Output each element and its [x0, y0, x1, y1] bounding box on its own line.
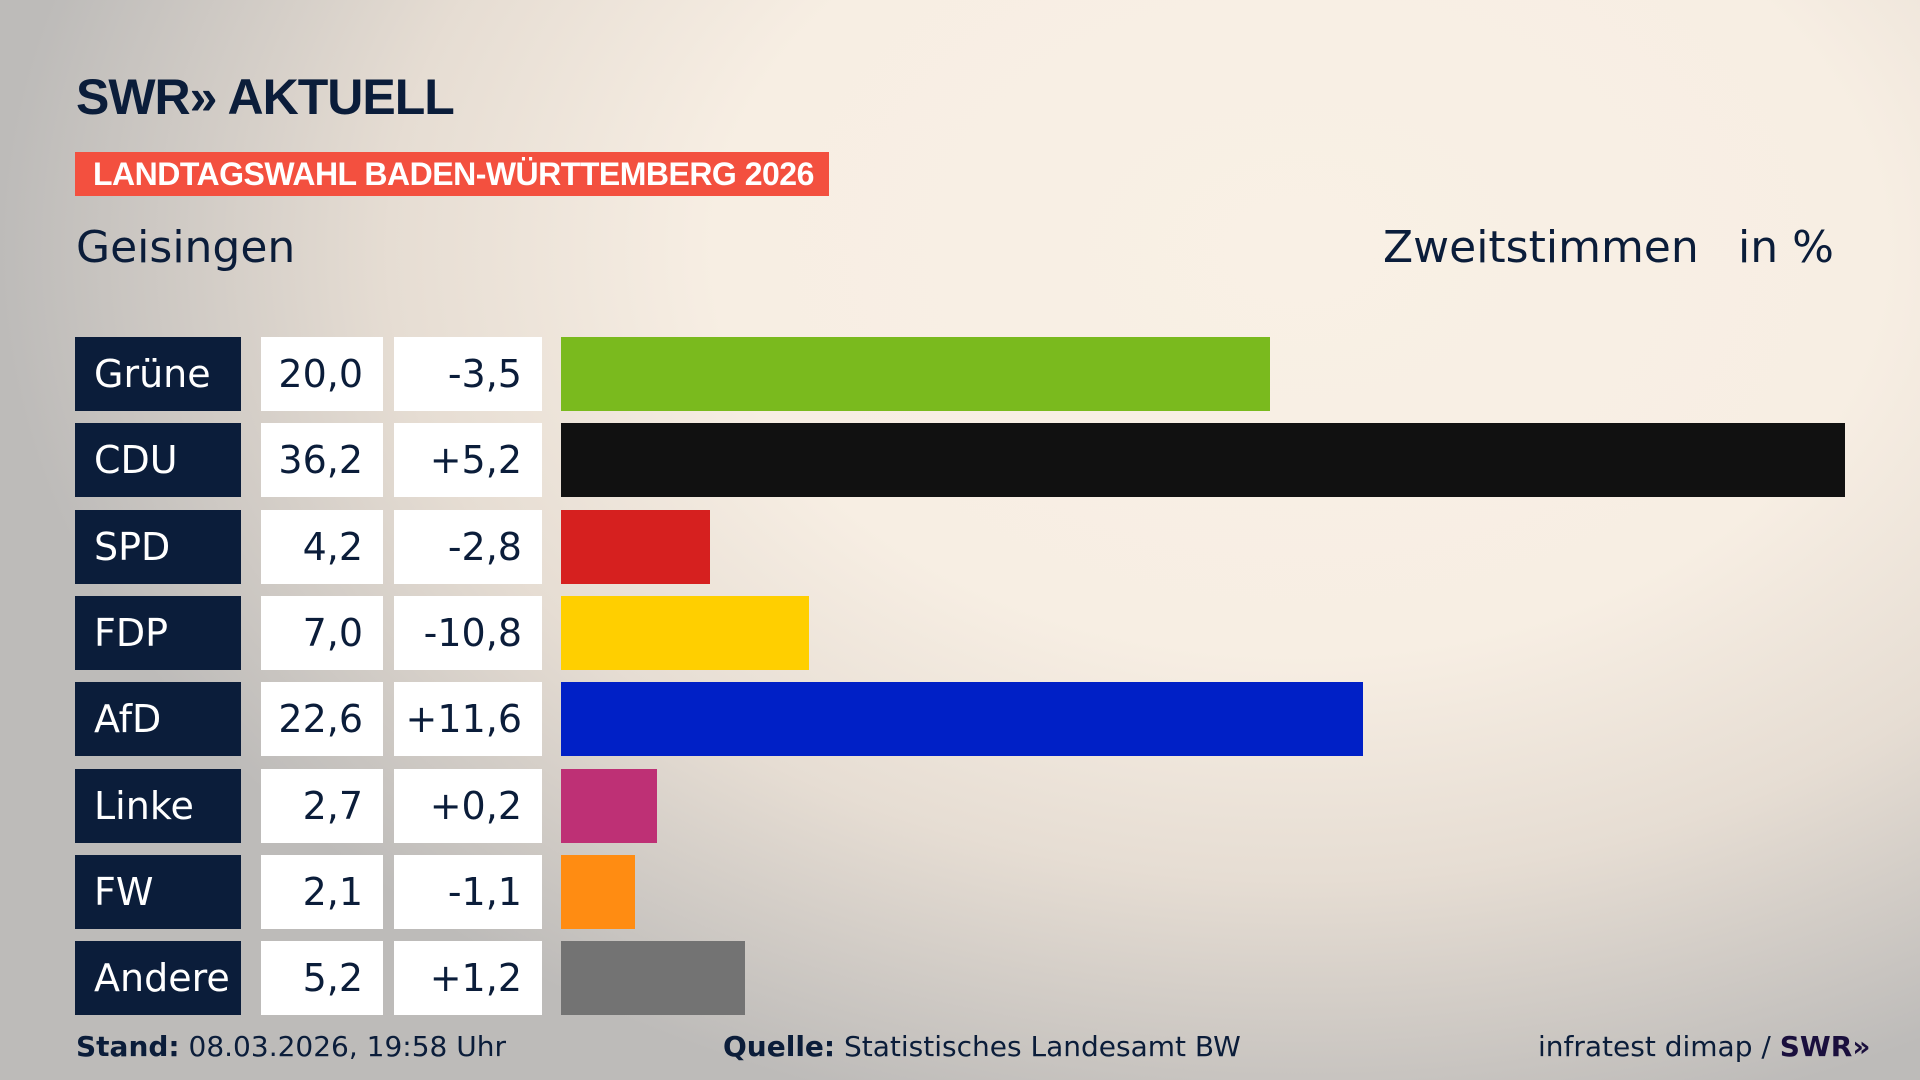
vote-share-label: 20,0 [261, 337, 383, 411]
timestamp: Stand: 08.03.2026, 19:58 Uhr [76, 1030, 506, 1063]
party-label: Grüne [75, 337, 241, 411]
change-label: +11,6 [394, 682, 542, 757]
metric-label: Zweitstimmen [1383, 222, 1699, 273]
party-bar [561, 682, 1363, 757]
vote-share-label: 22,6 [261, 682, 383, 757]
change-label: +5,2 [394, 423, 542, 498]
party-label: CDU [75, 423, 241, 498]
source-value: Statistisches Landesamt BW [844, 1030, 1241, 1063]
party-label: AfD [75, 682, 241, 757]
party-label: FW [75, 854, 241, 929]
election-banner: LANDTAGSWAHL BADEN-WÜRTTEMBERG 2026 [75, 152, 829, 196]
change-label: +0,2 [394, 768, 542, 843]
source-label: Quelle: [723, 1030, 836, 1063]
party-bar [561, 423, 1845, 498]
party-label: FDP [75, 595, 241, 670]
party-bar [561, 337, 1271, 411]
credit-text: infratest dimap / [1538, 1030, 1780, 1063]
party-label: Andere [75, 941, 241, 1016]
change-label: +1,2 [394, 941, 542, 1016]
unit-label: in % [1738, 222, 1834, 273]
change-label: -2,8 [394, 509, 542, 584]
party-bar [561, 854, 636, 929]
source: Quelle: Statistisches Landesamt BW [723, 1030, 1241, 1063]
party-label: Linke [75, 768, 241, 843]
change-label: -1,1 [394, 854, 542, 929]
party-bar [561, 768, 657, 843]
vote-share-label: 36,2 [261, 423, 383, 498]
vote-share-label: 2,1 [261, 854, 383, 929]
party-bar [561, 941, 746, 1016]
vote-share-label: 7,0 [261, 595, 383, 670]
change-label: -3,5 [394, 337, 542, 411]
vote-share-label: 5,2 [261, 941, 383, 1016]
stand-label: Stand: [76, 1030, 180, 1063]
stand-value: 08.03.2026, 19:58 Uhr [188, 1030, 506, 1063]
party-bar [561, 509, 710, 584]
vote-share-label: 2,7 [261, 768, 383, 843]
party-bar [561, 595, 810, 670]
vote-share-label: 4,2 [261, 509, 383, 584]
swr-logo-small: SWR» [1779, 1030, 1871, 1063]
swr-aktuell-logo: SWR» AKTUELL [76, 69, 455, 125]
credit: infratest dimap / SWR» [1538, 1030, 1870, 1063]
change-label: -10,8 [394, 595, 542, 670]
party-label: SPD [75, 509, 241, 584]
region-title: Geisingen [76, 222, 296, 273]
